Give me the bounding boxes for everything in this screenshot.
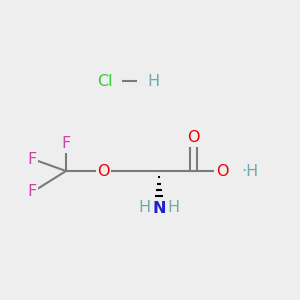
Text: O: O: [97, 164, 110, 178]
Text: H: H: [147, 74, 159, 88]
Text: F: F: [28, 184, 37, 200]
Text: O: O: [216, 164, 228, 178]
Text: N: N: [152, 201, 166, 216]
Text: F: F: [28, 152, 37, 166]
Text: ·H: ·H: [242, 164, 259, 178]
Text: O: O: [187, 130, 200, 146]
Text: H: H: [139, 200, 151, 215]
Text: H: H: [167, 200, 179, 215]
Text: F: F: [61, 136, 70, 152]
Text: Cl: Cl: [97, 74, 112, 88]
